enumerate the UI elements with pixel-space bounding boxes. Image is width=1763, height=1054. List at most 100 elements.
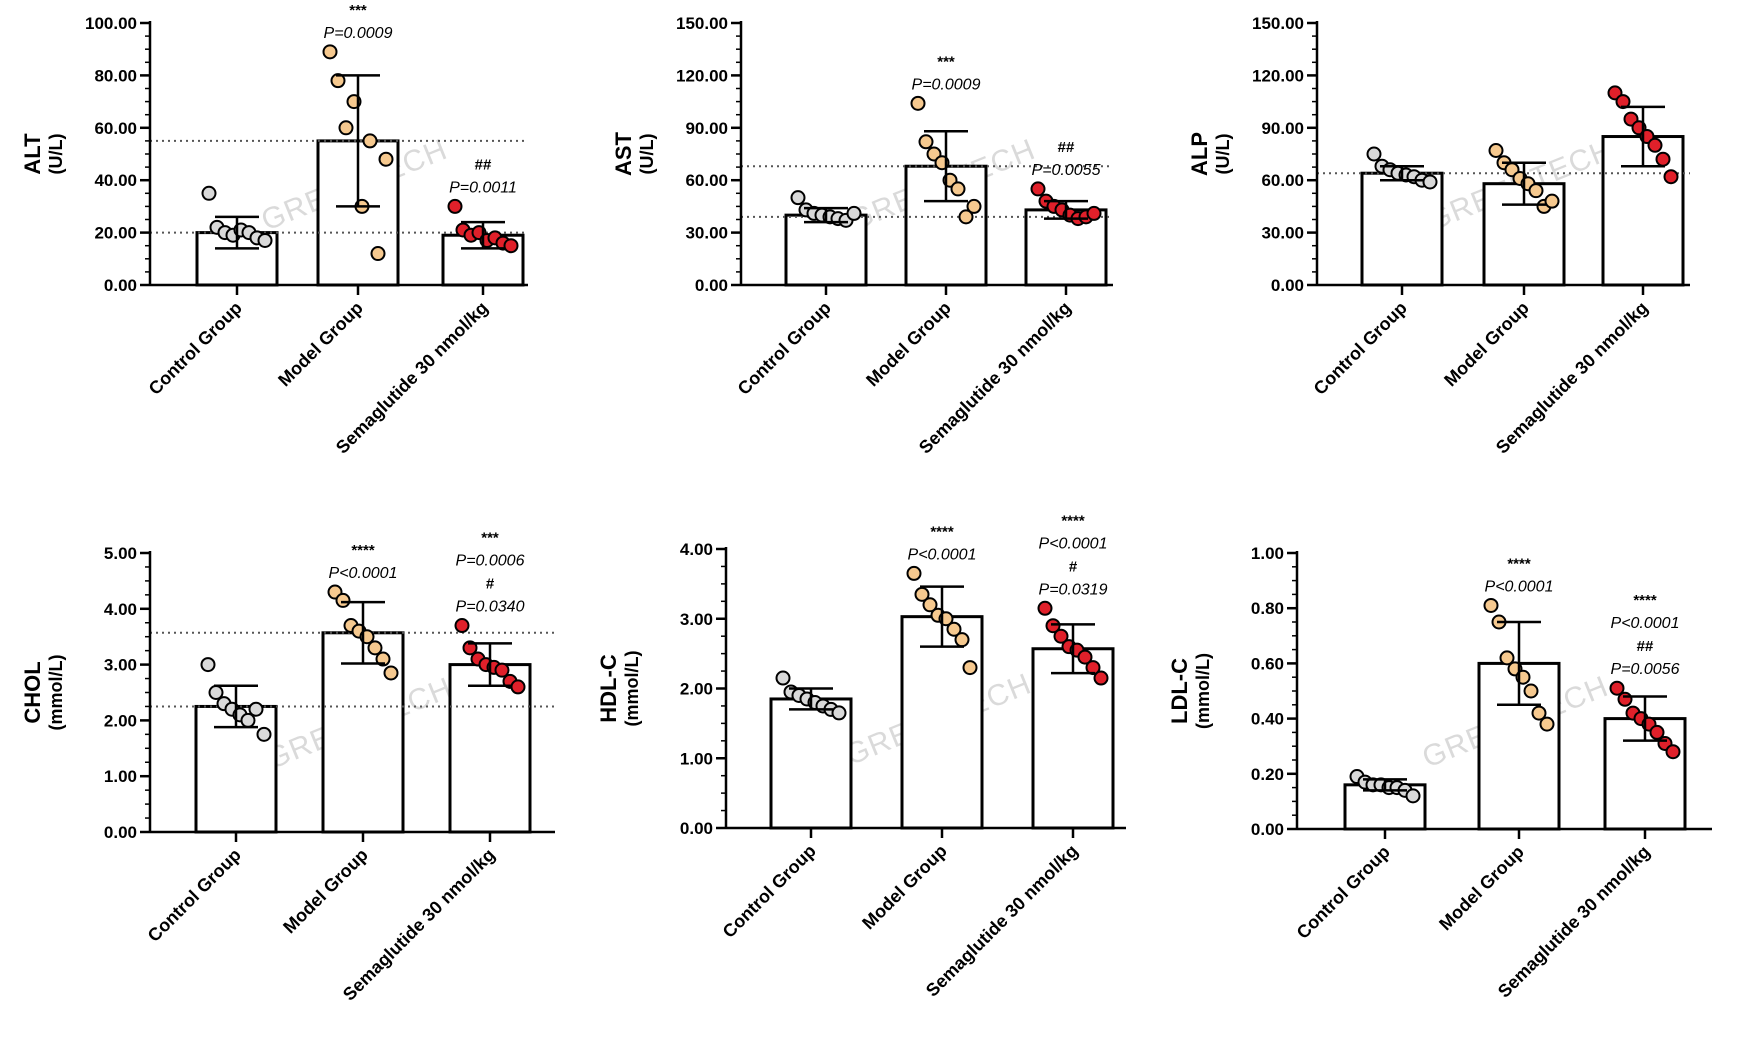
y-tick-label: 0.60: [1251, 654, 1284, 673]
p-value-label: P=0.0009: [324, 25, 393, 42]
significance-marker: ##: [1058, 139, 1075, 156]
significance-marker: ***: [481, 530, 499, 547]
data-point-control: [257, 232, 273, 248]
y-tick-label: 1.00: [104, 767, 137, 786]
data-point-model: [330, 73, 346, 89]
data-point-model: [378, 151, 394, 167]
data-point-model: [1528, 183, 1544, 199]
y-tick-label: 5.00: [104, 544, 137, 563]
y-axis-unit: (mmol/L): [1193, 653, 1213, 729]
data-point-semaglutide: [1086, 205, 1102, 221]
data-point-control: [790, 190, 806, 206]
p-value-label: P=0.0340: [456, 599, 525, 616]
category-label-model: Model Group: [858, 841, 951, 934]
data-point-control: [201, 185, 217, 201]
y-tick-label: 100.00: [85, 14, 137, 33]
data-point-semaglutide: [1053, 628, 1069, 644]
data-point-model: [1488, 143, 1504, 159]
y-tick-label: 1.00: [1251, 544, 1284, 563]
data-point-model: [946, 621, 962, 637]
significance-marker: ***: [937, 53, 955, 70]
data-point-control: [831, 705, 847, 721]
significance-marker: ****: [1507, 555, 1531, 572]
significance-marker: #: [486, 576, 495, 593]
significance-marker: #: [1069, 558, 1078, 575]
y-axis-unit: (mmol/L): [622, 651, 642, 727]
y-tick-label: 3.00: [680, 610, 713, 629]
y-tick-label: 30.00: [685, 224, 728, 243]
y-tick-label: 150.00: [676, 14, 728, 33]
p-value-label: P=0.0056: [1611, 661, 1680, 678]
y-tick-label: 60.00: [1261, 171, 1304, 190]
data-point-model: [335, 592, 351, 608]
p-value-label: P=0.0011: [449, 179, 517, 196]
data-point-model: [370, 246, 386, 262]
data-point-model: [1483, 597, 1499, 613]
data-point-model: [1544, 193, 1560, 209]
y-tick-label: 90.00: [1261, 119, 1304, 138]
data-point-semaglutide: [1609, 680, 1625, 696]
y-axis-title: CHOL: [20, 661, 45, 723]
significance-marker: ##: [475, 156, 492, 173]
category-label-model: Model Group: [1440, 298, 1533, 391]
category-label-semaglutide: Semaglutide 30 nmol/kg: [339, 845, 499, 1005]
bar-control: [1360, 171, 1444, 287]
y-axis-unit: (U/L): [637, 134, 657, 175]
p-value-label: P<0.0001: [1611, 615, 1680, 632]
y-axis-title: ALP: [1187, 132, 1212, 176]
y-axis-unit: (U/L): [1213, 134, 1233, 175]
data-point-control: [256, 726, 272, 742]
y-tick-label: 120.00: [1252, 66, 1304, 85]
data-point-semaglutide: [447, 198, 463, 214]
p-value-label: P<0.0001: [1485, 578, 1554, 595]
data-point-model: [1531, 705, 1547, 721]
significance-marker: ##: [1637, 638, 1654, 655]
data-point-semaglutide: [1037, 600, 1053, 616]
significance-marker: ****: [1633, 592, 1657, 609]
data-point-model: [906, 565, 922, 581]
y-axis-unit: (mmol/L): [46, 655, 66, 731]
data-point-model: [922, 597, 938, 613]
data-point-model: [966, 198, 982, 214]
category-label-control: Control Group: [719, 841, 820, 942]
data-point-semaglutide: [1665, 744, 1681, 760]
y-tick-label: 4.00: [104, 600, 137, 619]
significance-marker: ***: [349, 2, 367, 19]
y-tick-label: 40.00: [94, 171, 137, 190]
y-axis-title: HDL-C: [596, 654, 621, 723]
data-point-semaglutide: [454, 618, 470, 634]
category-label-control: Control Group: [144, 845, 245, 946]
chart-panel-chol: GREENTECH0.001.002.003.004.005.00Control…: [20, 530, 555, 1005]
data-point-model: [338, 120, 354, 136]
p-value-label: P=0.0006: [456, 553, 525, 570]
p-value-label: P=0.0009: [912, 76, 981, 93]
category-label-control: Control Group: [1293, 842, 1394, 943]
y-axis-title: ALT: [20, 133, 45, 175]
y-axis-title: LDL-C: [1167, 658, 1192, 724]
y-tick-label: 60.00: [685, 171, 728, 190]
category-label-model: Model Group: [862, 298, 955, 391]
category-label-model: Model Group: [1435, 842, 1528, 935]
y-tick-label: 0.20: [1251, 765, 1284, 784]
y-tick-label: 30.00: [1261, 224, 1304, 243]
p-value-label: P=0.0055: [1032, 162, 1101, 179]
bar-model: [900, 615, 984, 830]
p-value-label: P<0.0001: [908, 546, 977, 563]
y-tick-label: 80.00: [94, 66, 137, 85]
data-point-semaglutide: [1655, 151, 1671, 167]
category-label-model: Model Group: [274, 298, 367, 391]
data-point-semaglutide: [510, 679, 526, 695]
p-value-label: P=0.0319: [1039, 581, 1108, 598]
data-point-model: [958, 209, 974, 225]
y-tick-label: 0.00: [680, 819, 713, 838]
significance-marker: ****: [351, 542, 375, 559]
data-point-semaglutide: [494, 662, 510, 678]
data-point-semaglutide: [1077, 649, 1093, 665]
data-point-model: [322, 44, 338, 60]
data-point-model: [918, 134, 934, 150]
data-point-model: [910, 95, 926, 111]
y-tick-label: 20.00: [94, 224, 137, 243]
data-point-semaglutide: [503, 238, 519, 254]
